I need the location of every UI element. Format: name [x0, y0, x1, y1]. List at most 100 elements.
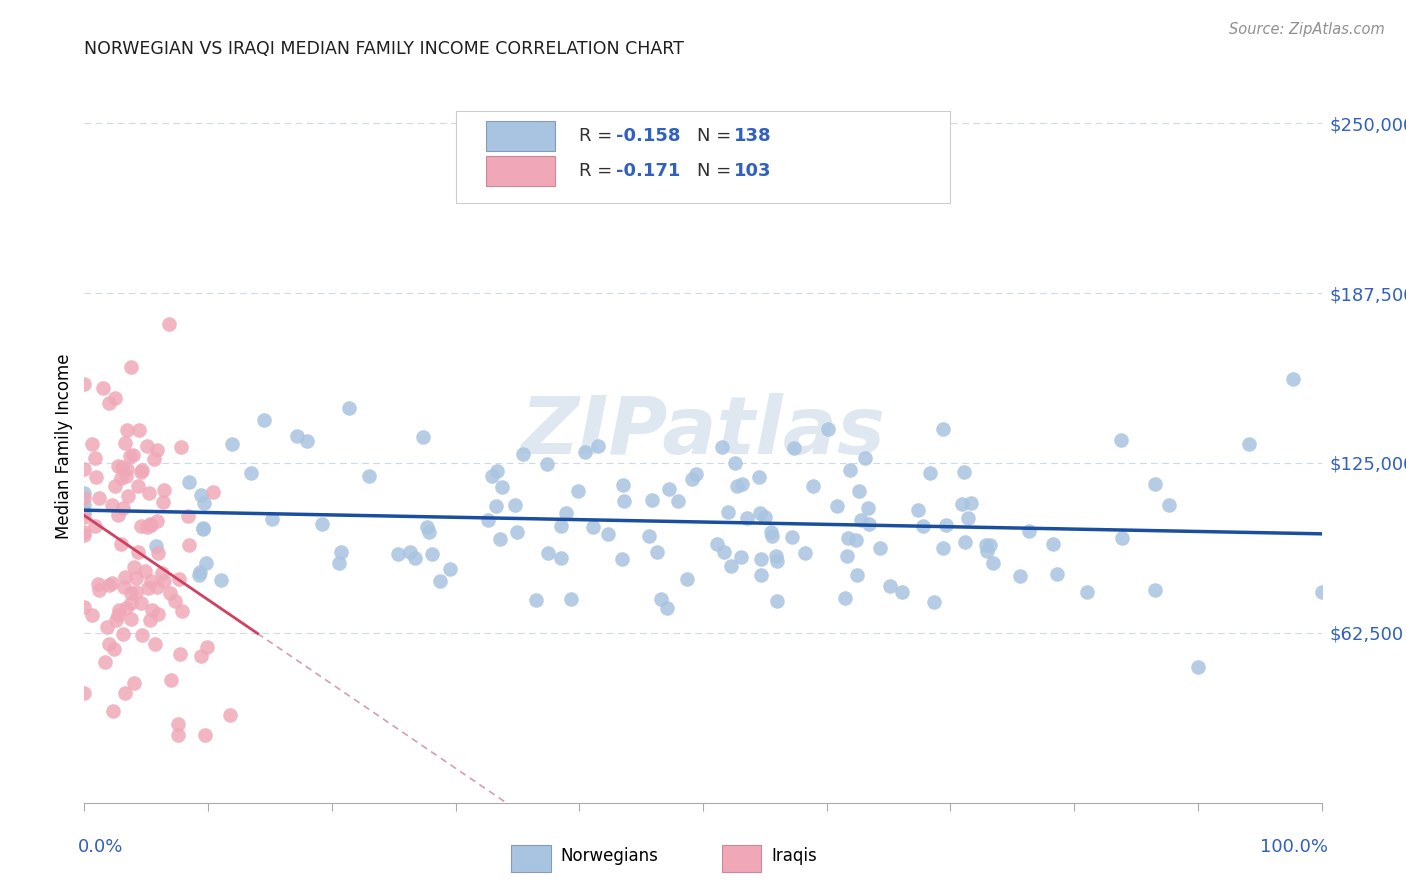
Point	[117, 489, 139, 503]
Point	[82, 608, 104, 623]
Point	[638, 529, 661, 543]
Point	[845, 533, 868, 548]
Text: NORWEGIAN VS IRAQI MEDIAN FAMILY INCOME CORRELATION CHART: NORWEGIAN VS IRAQI MEDIAN FAMILY INCOME …	[84, 40, 685, 58]
Point	[1157, 498, 1180, 512]
Point	[550, 519, 572, 533]
Point	[190, 648, 212, 663]
Point	[191, 522, 214, 536]
Point	[145, 580, 167, 594]
Point	[170, 604, 193, 618]
Point	[420, 547, 443, 561]
Point	[84, 519, 107, 533]
Point	[122, 675, 145, 690]
Point	[167, 572, 190, 586]
Point	[848, 483, 870, 498]
Point	[107, 459, 129, 474]
Point	[567, 484, 589, 499]
Point	[765, 554, 787, 568]
Point	[853, 450, 876, 465]
Point	[657, 601, 679, 615]
Point	[121, 448, 143, 462]
Point	[177, 508, 200, 523]
Point	[1239, 436, 1261, 450]
Point	[675, 572, 697, 586]
Point	[131, 463, 153, 477]
Point	[1144, 582, 1167, 597]
Point	[159, 586, 181, 600]
Point	[145, 539, 167, 553]
Text: -0.158: -0.158	[616, 127, 681, 145]
Point	[179, 475, 201, 489]
Point	[73, 505, 96, 519]
Point	[404, 551, 426, 566]
Point	[720, 559, 742, 574]
Point	[136, 581, 159, 595]
Text: 138: 138	[734, 127, 772, 145]
Point	[128, 423, 150, 437]
Point	[131, 596, 153, 610]
Point	[117, 462, 139, 476]
Point	[666, 494, 689, 508]
Point	[103, 642, 125, 657]
Point	[1042, 536, 1064, 550]
Point	[129, 518, 152, 533]
Point	[150, 566, 173, 580]
Point	[415, 520, 437, 534]
Point	[713, 545, 735, 559]
Text: R =: R =	[579, 127, 619, 145]
Point	[73, 525, 96, 540]
Point	[153, 574, 176, 588]
Point	[139, 574, 162, 588]
Point	[114, 469, 136, 483]
Point	[749, 552, 772, 566]
Point	[167, 728, 190, 742]
Point	[295, 434, 318, 449]
Point	[170, 440, 193, 454]
Point	[730, 549, 752, 564]
Point	[179, 538, 201, 552]
Point	[73, 491, 96, 505]
Point	[1045, 567, 1067, 582]
Point	[169, 647, 191, 661]
Point	[103, 704, 125, 718]
Point	[610, 551, 633, 566]
Text: N =: N =	[697, 127, 737, 145]
Point	[125, 571, 148, 585]
Point	[918, 467, 941, 481]
Point	[145, 442, 167, 457]
Point	[748, 469, 770, 483]
Point	[152, 495, 174, 509]
Point	[536, 457, 558, 471]
Point	[1143, 476, 1166, 491]
Point	[754, 510, 776, 524]
Point	[107, 608, 129, 623]
Point	[73, 600, 96, 615]
Point	[974, 538, 997, 552]
Point	[412, 430, 434, 444]
Point	[486, 464, 509, 478]
Point	[931, 541, 953, 555]
Point	[87, 583, 110, 598]
Point	[107, 603, 129, 617]
Point	[586, 439, 609, 453]
Point	[329, 544, 352, 558]
Point	[146, 607, 169, 622]
Point	[98, 396, 121, 410]
Point	[157, 318, 180, 332]
Text: -0.171: -0.171	[616, 162, 681, 180]
FancyBboxPatch shape	[486, 120, 554, 151]
Point	[935, 518, 957, 533]
Point	[143, 637, 166, 651]
Point	[96, 620, 118, 634]
Point	[856, 500, 879, 515]
Point	[139, 518, 162, 533]
Point	[262, 512, 284, 526]
Point	[201, 485, 224, 500]
Point	[191, 521, 214, 535]
Point	[73, 686, 96, 700]
Point	[596, 527, 619, 541]
Point	[485, 499, 508, 513]
Point	[950, 497, 973, 511]
FancyBboxPatch shape	[512, 845, 551, 872]
Point	[87, 577, 110, 591]
